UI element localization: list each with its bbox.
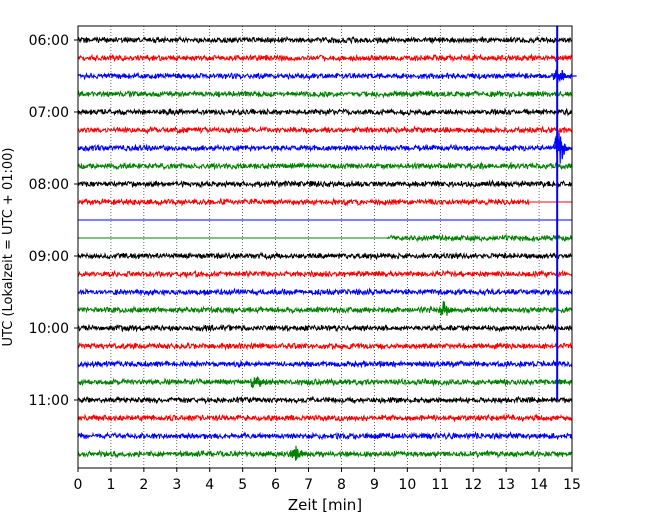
x-tick-label: 14 <box>530 477 548 493</box>
x-tick-label: 1 <box>106 477 115 493</box>
event-burst <box>249 376 274 389</box>
x-tick-label: 2 <box>139 477 148 493</box>
seismogram-trace <box>77 125 573 135</box>
x-tick-label: 8 <box>337 477 346 493</box>
x-tick-label: 6 <box>271 477 280 493</box>
seismogram-trace <box>77 305 573 315</box>
seismogram-trace <box>77 395 573 405</box>
seismogram-trace <box>77 35 573 45</box>
seismogram-trace <box>77 431 573 441</box>
seismogram-trace <box>77 359 573 369</box>
x-axis-ticks: 0 1 2 3 4 5 6 7 8 9 10 11 12 13 14 15 <box>74 468 581 493</box>
seismogram-trace <box>77 107 573 117</box>
y-axis-ticks: 06:00 07:00 08:00 09:00 10:00 11:00 <box>29 33 78 409</box>
event-layer <box>249 26 577 461</box>
seismogram-trace <box>77 449 573 459</box>
x-tick-label: 4 <box>205 477 214 493</box>
x-axis-title: Zeit [min] <box>288 496 362 514</box>
x-tick-label: 5 <box>238 477 247 493</box>
seismogram-trace <box>77 251 573 261</box>
seismogram-trace <box>77 89 573 99</box>
seismogram-trace <box>77 161 573 171</box>
seismogram-trace <box>78 197 530 207</box>
seismogram-trace <box>77 269 573 279</box>
y-tick-label: 07:00 <box>29 105 69 121</box>
seismogram-trace <box>77 287 573 297</box>
seismogram-trace <box>77 323 573 333</box>
event-burst <box>289 445 314 461</box>
x-tick-label: 15 <box>563 477 581 493</box>
x-tick-label: 9 <box>370 477 379 493</box>
event-burst <box>437 301 462 316</box>
y-tick-label: 08:00 <box>29 177 69 193</box>
y-tick-label: 10:00 <box>29 321 69 337</box>
x-tick-label: 10 <box>398 477 416 493</box>
x-tick-label: 12 <box>464 477 482 493</box>
y-tick-label: 06:00 <box>29 33 69 49</box>
trace-layer <box>77 35 573 459</box>
seismogram-trace <box>77 413 573 423</box>
seismogram-trace <box>77 143 573 153</box>
x-tick-label: 7 <box>304 477 313 493</box>
y-tick-label: 11:00 <box>29 393 69 409</box>
seismogram-trace <box>77 71 573 81</box>
x-tick-label: 13 <box>497 477 515 493</box>
x-tick-label: 11 <box>431 477 449 493</box>
seismogram-trace <box>77 341 573 351</box>
seismogram-trace <box>77 377 573 387</box>
x-tick-label: 3 <box>172 477 181 493</box>
plot-frame <box>77 25 573 469</box>
seismogram-trace <box>387 233 573 243</box>
y-tick-label: 09:00 <box>29 249 69 265</box>
x-tick-label: 0 <box>74 477 83 493</box>
seismogram-trace <box>77 179 573 189</box>
y-axis-title: UTC (Lokalzeit = UTC + 01:00) <box>1 148 16 347</box>
seismogram-trace <box>77 53 573 63</box>
